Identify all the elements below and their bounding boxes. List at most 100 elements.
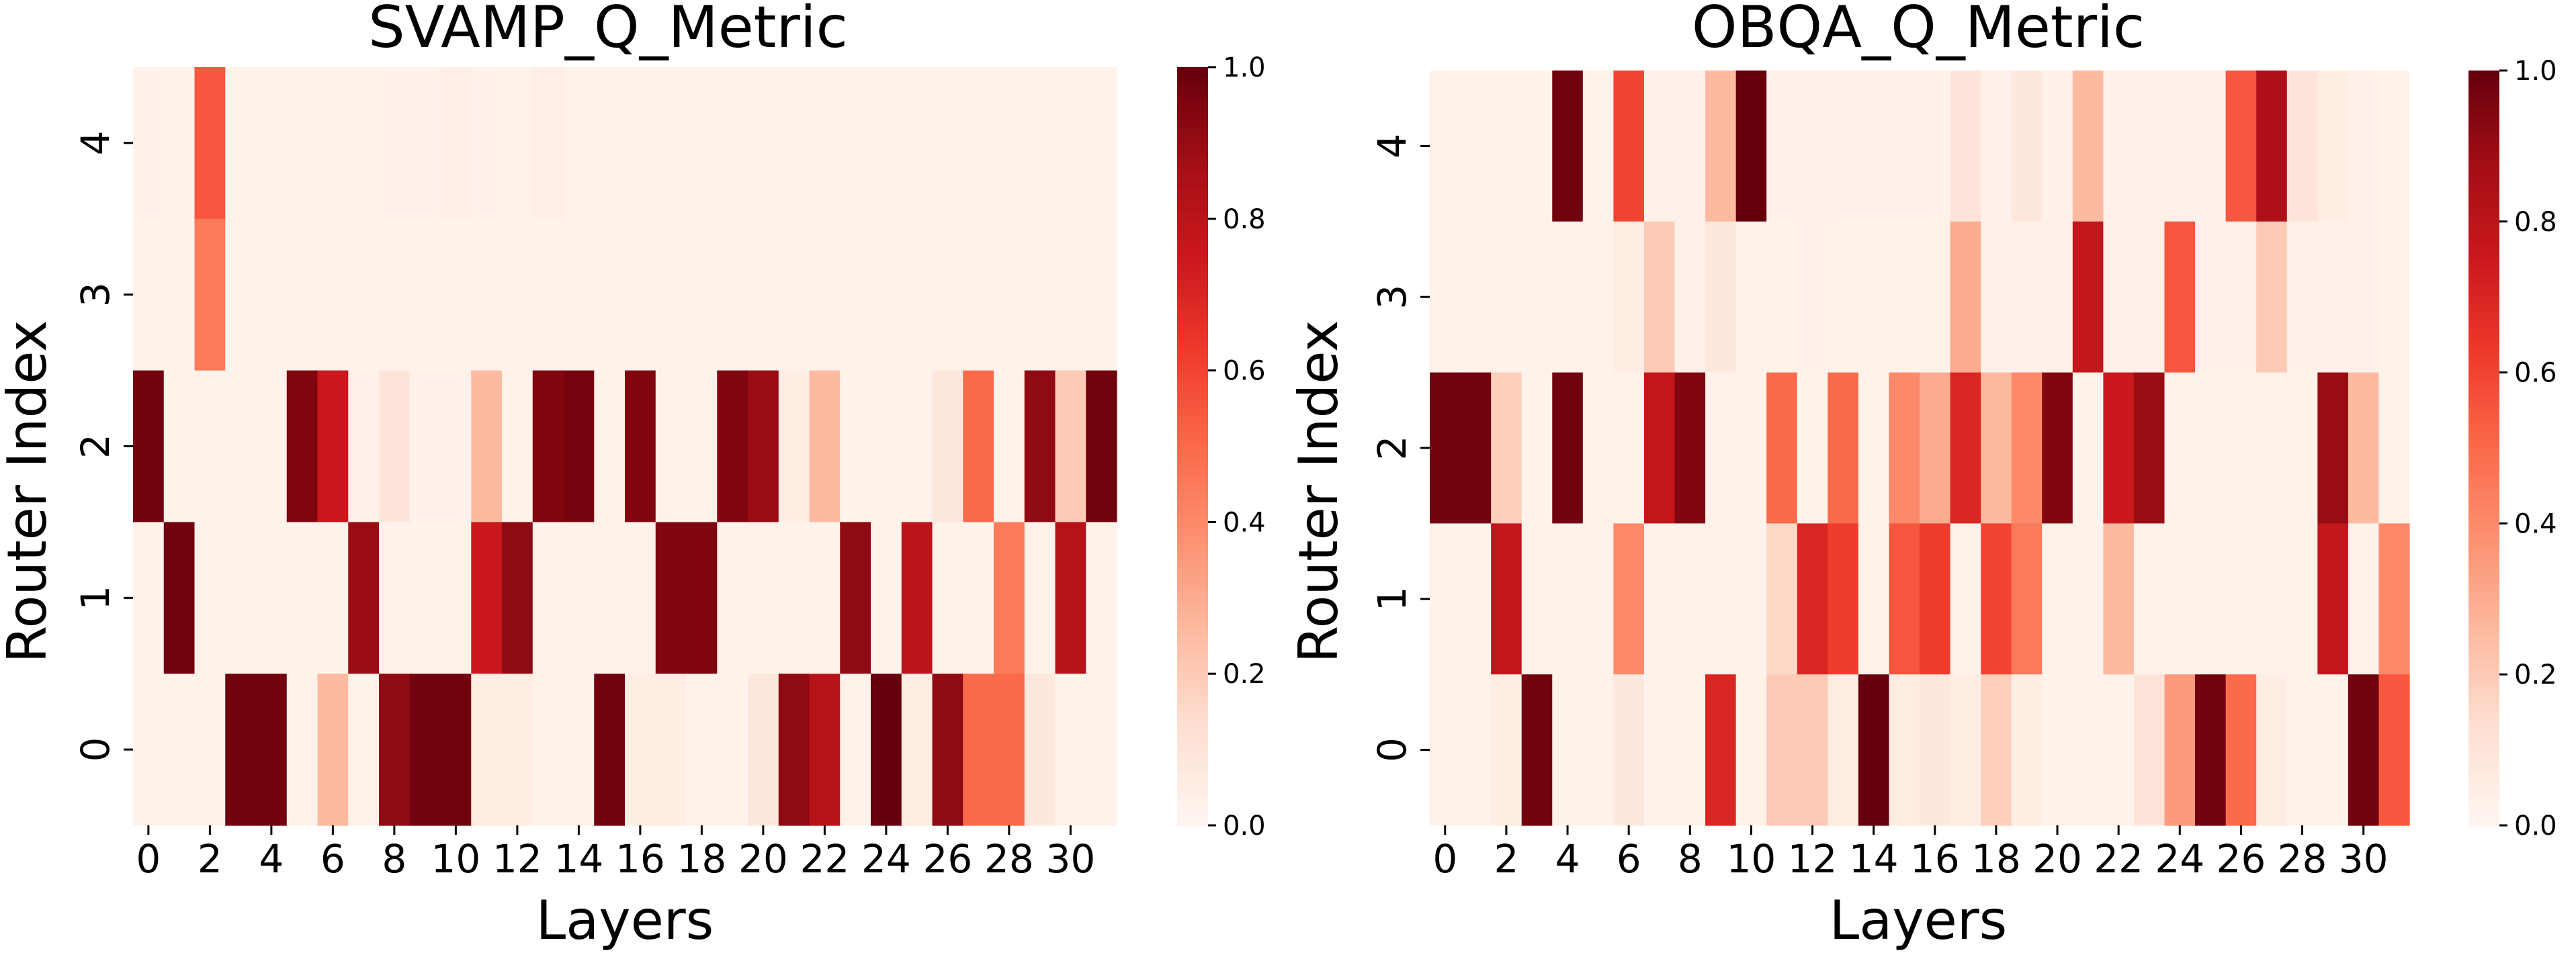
colorbar-gradient-band — [1177, 666, 1208, 675]
heatmap-cell — [379, 67, 411, 220]
heatmap-cell — [2164, 221, 2196, 373]
colorbar-gradient-band — [2468, 689, 2499, 698]
colorbar-gradient-band — [2468, 538, 2499, 547]
heatmap-cell — [1024, 370, 1056, 522]
colorbar-gradient-band — [1177, 522, 1208, 531]
heatmap-cell — [717, 370, 748, 522]
heatmap-cell — [286, 522, 318, 674]
heatmap-cell — [2072, 523, 2104, 675]
colorbar-gradient-band — [1177, 279, 1208, 288]
colorbar-gradient-band — [1177, 218, 1208, 228]
heatmap-cell — [225, 218, 257, 371]
colorbar-gradient-band — [2468, 319, 2499, 328]
heatmap-cell — [963, 218, 994, 371]
colorbar-gradient-band — [2468, 176, 2499, 185]
heatmap-cell — [2348, 674, 2380, 826]
heatmap-cell — [1705, 221, 1737, 373]
heatmap-cell — [963, 67, 994, 220]
heatmap-cell — [225, 674, 257, 826]
heatmap-cell — [1582, 71, 1614, 222]
heatmap-cell — [348, 67, 380, 220]
heatmap-cell — [901, 218, 933, 371]
colorbar-gradient-band — [1177, 575, 1208, 584]
heatmap-cell — [563, 218, 595, 371]
heatmap-cell — [686, 522, 718, 674]
heatmap-cell — [840, 522, 871, 674]
heatmap-cell — [932, 67, 963, 220]
heatmap-cell — [286, 370, 318, 522]
heatmap-cell — [502, 674, 533, 826]
colorbar-gradient-band — [1177, 446, 1208, 455]
colorbar-gradient-band — [2468, 169, 2499, 177]
x-tick-label: 28 — [984, 836, 1034, 882]
y-tick-label: 2 — [73, 434, 118, 459]
colorbar-gradient-band — [2468, 817, 2499, 826]
colorbar-gradient-band — [1177, 439, 1208, 447]
colorbar-gradient-band — [2468, 221, 2499, 230]
x-tick-label: 6 — [1617, 836, 1641, 882]
heatmap-cell — [1674, 674, 1706, 826]
heatmap-cell — [809, 218, 841, 371]
heatmap-cell — [1460, 523, 1492, 675]
heatmap-cell — [686, 218, 718, 371]
heatmap-cell — [2286, 71, 2318, 222]
colorbar-gradient-band — [1177, 537, 1208, 546]
colorbar-gradient-band — [1177, 181, 1208, 189]
heatmap-cell — [2103, 221, 2135, 373]
colorbar-gradient-band — [2468, 621, 2499, 630]
colorbar-gradient-band — [2468, 637, 2499, 645]
heatmap-cell — [932, 218, 963, 371]
colorbar-gradient-band — [2468, 312, 2499, 320]
colorbar-gradient-band — [2468, 130, 2499, 140]
heatmap-cell — [2133, 221, 2165, 373]
heatmap-cell — [2164, 71, 2196, 222]
heatmap-cell — [1950, 71, 1981, 222]
colorbar-gradient-band — [2468, 100, 2499, 109]
heatmap-cell — [748, 522, 779, 674]
colorbar-gradient-band — [2468, 402, 2499, 411]
x-tick-label: 0 — [1432, 836, 1457, 882]
colorbar-gradient-band — [2468, 780, 2499, 788]
heatmap-cell — [2317, 221, 2349, 373]
colorbar-gradient-band — [1177, 484, 1208, 493]
heatmap-cell — [2164, 372, 2196, 524]
heatmap-cell — [348, 674, 380, 826]
heatmap-cell — [225, 67, 257, 220]
heatmap-cell — [1086, 218, 1117, 371]
heatmap-cell — [2011, 71, 2043, 222]
colorbar-gradient-band — [1177, 651, 1208, 659]
colorbar-gradient-band — [1177, 810, 1208, 819]
colorbar-gradient-band — [1177, 635, 1208, 645]
colorbar-tick-label: 0.4 — [1223, 507, 1266, 538]
heatmap-cell — [563, 370, 595, 522]
heatmap-cell — [1613, 674, 1645, 826]
heatmap-cell — [748, 674, 779, 826]
heatmap-cell — [1950, 523, 1981, 675]
heatmap-cell — [1430, 523, 1461, 675]
colorbar-gradient-band — [2468, 138, 2499, 147]
colorbar-gradient-band — [1177, 203, 1208, 212]
heatmap-cell — [1024, 522, 1056, 674]
heatmap-cell — [379, 522, 411, 674]
colorbar-gradient-band — [1177, 727, 1208, 735]
colorbar-gradient-band — [1177, 165, 1208, 175]
heatmap-cell — [809, 674, 841, 826]
colorbar-gradient-band — [2468, 704, 2499, 713]
heatmap-cell — [1981, 523, 2012, 675]
heatmap-cell — [2011, 674, 2043, 826]
heatmap-cell — [655, 370, 687, 522]
heatmap-cell — [133, 522, 165, 674]
heatmap-cell — [1950, 674, 1981, 826]
heatmap-cell — [1674, 372, 1706, 524]
heatmap-cell — [2195, 71, 2227, 222]
colorbar-gradient-band — [2468, 153, 2499, 162]
heatmap-cell — [809, 370, 841, 522]
colorbar-tick-label: 0.6 — [1223, 356, 1266, 387]
colorbar-gradient-band — [2468, 531, 2499, 539]
colorbar-gradient-band — [2468, 614, 2499, 623]
heatmap-cell — [1024, 67, 1056, 220]
colorbar-gradient-band — [2468, 735, 2499, 743]
heatmap-cell — [1086, 522, 1117, 674]
x-tick-label: 26 — [2217, 836, 2266, 882]
heatmap-cell — [625, 67, 656, 220]
